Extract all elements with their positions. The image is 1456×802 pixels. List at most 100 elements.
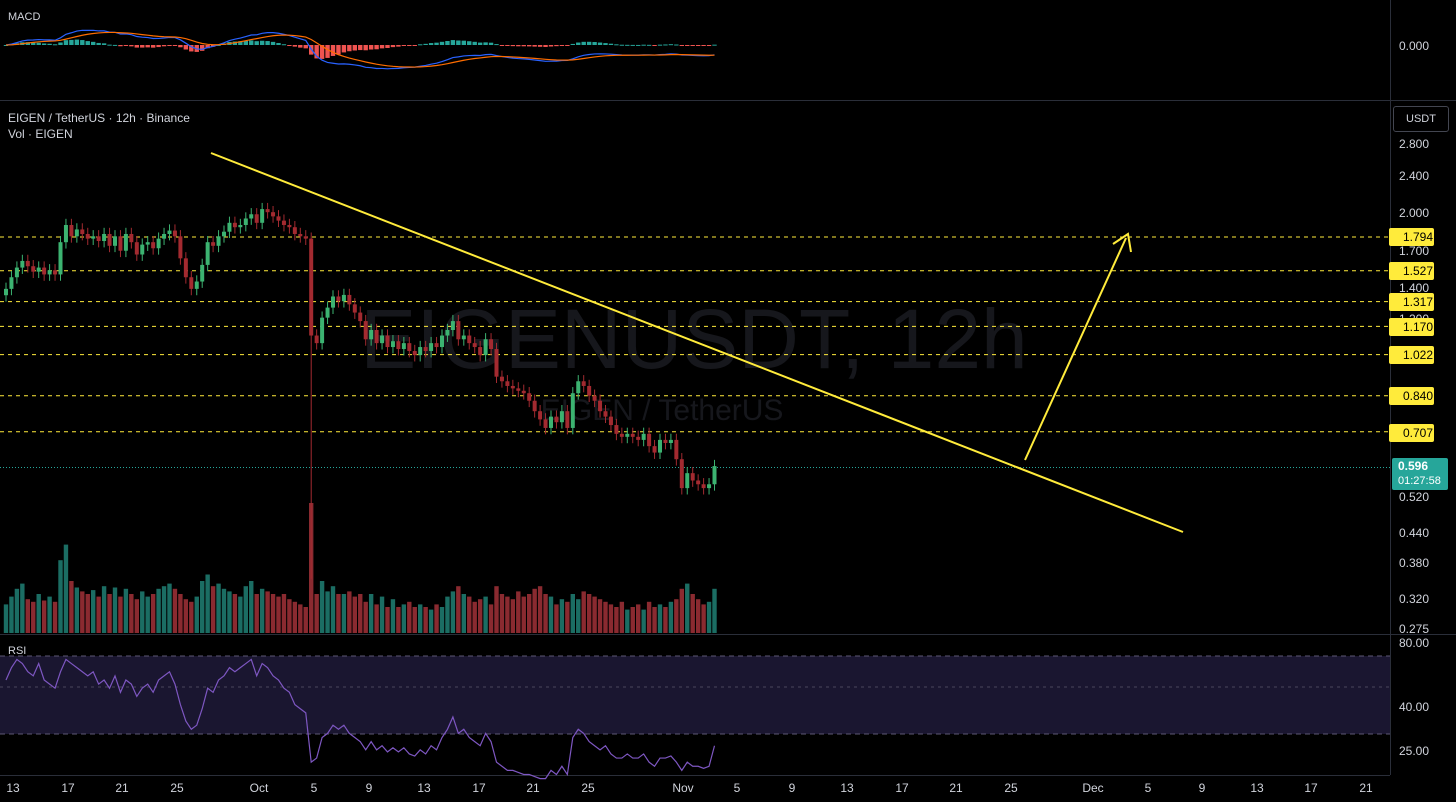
macd-histogram-bar: [156, 45, 161, 48]
macd-histogram-bar: [527, 45, 532, 47]
candle-body: [570, 393, 575, 428]
time-tick: Oct: [249, 781, 269, 795]
last-price-value: 0.596: [1398, 459, 1429, 473]
level-label-1022: 1.022: [1389, 346, 1434, 364]
candle-body: [113, 236, 117, 246]
volume-bar: [107, 594, 112, 633]
candle-body: [134, 242, 139, 255]
candle-body: [668, 439, 673, 443]
candle-body: [592, 395, 597, 401]
macd-histogram-bar: [674, 44, 679, 46]
symbol-title[interactable]: EIGEN / TetherUS · 12h · Binance: [8, 111, 190, 125]
macd-histogram-bar: [379, 45, 385, 49]
volume-bar: [706, 601, 712, 633]
volume-bar: [521, 596, 526, 633]
candle-body: [472, 343, 477, 348]
rsi-label: RSI: [8, 645, 27, 657]
macd-histogram-bar: [554, 45, 559, 47]
volume-bar: [101, 586, 107, 633]
macd-histogram-bar: [270, 41, 276, 45]
candle-body: [129, 233, 134, 243]
candle-body: [183, 258, 188, 278]
volume-bar: [499, 594, 505, 633]
candle-body: [685, 473, 690, 489]
volume-bar: [570, 594, 575, 633]
volume-bar: [559, 599, 565, 633]
volume-bar: [14, 588, 20, 633]
candle-body: [652, 446, 657, 453]
volume-bar: [445, 596, 450, 633]
macd-histogram-bar: [706, 45, 712, 46]
candle-body: [576, 381, 581, 394]
candle-body: [407, 343, 412, 352]
macd-histogram-bar: [439, 41, 445, 45]
candles: [4, 202, 717, 579]
macd-histogram-bar: [532, 45, 537, 47]
macd-histogram-bar: [63, 40, 69, 45]
candle-body: [216, 236, 221, 246]
volume-bar: [690, 594, 695, 633]
volume-bar: [477, 599, 483, 633]
macd-histogram-bar: [172, 45, 178, 46]
macd-histogram-bar: [614, 44, 619, 46]
candle-body: [581, 381, 586, 386]
volume-bar: [58, 560, 63, 633]
macd-histogram-bar: [319, 45, 325, 59]
volume-bar: [9, 596, 14, 633]
downtrend-line: [210, 152, 1184, 533]
candle-body: [516, 388, 521, 391]
volume-bar: [450, 591, 456, 633]
candle-body: [461, 335, 466, 340]
macd-histogram-bar: [36, 42, 41, 45]
macd-signal-line: [5, 31, 715, 68]
volume-bar: [156, 588, 161, 633]
candle-body: [543, 419, 548, 428]
volume-label[interactable]: Vol · EIGEN: [8, 127, 73, 141]
volume-bar: [396, 607, 401, 633]
macd-histogram-bar: [80, 40, 85, 45]
candle-body: [603, 411, 608, 417]
volume-bar: [358, 594, 363, 633]
macd-histogram-bar: [69, 39, 74, 45]
candle-body: [36, 267, 41, 272]
currency-button[interactable]: USDT: [1393, 106, 1449, 132]
watermark-sub: EIGEN / TetherUS: [541, 394, 784, 427]
macd-histogram-bar: [499, 45, 505, 46]
volume-bar: [325, 591, 330, 633]
volume-bar: [63, 544, 69, 633]
candle-body: [385, 335, 390, 348]
macd-histogram-bar: [363, 45, 368, 51]
volume-bar: [494, 586, 499, 633]
volume-bar: [548, 596, 554, 633]
candle-body: [254, 214, 259, 223]
macd-histogram-bar: [52, 44, 58, 46]
volume-bar: [216, 583, 221, 633]
macd-histogram-bar: [663, 44, 668, 46]
volume-bar: [663, 607, 668, 633]
candle-body: [265, 209, 270, 213]
macd-histogram-bar: [216, 44, 221, 46]
volume-bar: [183, 599, 189, 633]
candle-body: [227, 222, 232, 232]
volume-bar: [685, 583, 690, 633]
macd-histogram-bar: [488, 42, 494, 45]
volume-bar: [630, 607, 635, 633]
time-tick: 13: [1250, 781, 1264, 795]
macd-histogram-bar: [374, 45, 379, 50]
price-tick: 0.275: [1399, 622, 1430, 636]
macd-histogram-bar: [603, 43, 608, 45]
macd-histogram-bar: [636, 44, 641, 46]
candle-body: [74, 229, 79, 237]
volume-bar: [189, 601, 194, 633]
rsi-line: [5, 658, 716, 780]
macd-histogram-bar: [183, 45, 189, 50]
candle-body: [358, 312, 363, 322]
time-tick: 13: [417, 781, 431, 795]
time-tick: 5: [733, 781, 741, 795]
volume-bar: [565, 601, 570, 633]
candle-body: [527, 393, 532, 401]
rsi-band: [0, 656, 1390, 734]
macd-histogram-bar: [276, 42, 281, 45]
volume-bar: [439, 607, 445, 633]
